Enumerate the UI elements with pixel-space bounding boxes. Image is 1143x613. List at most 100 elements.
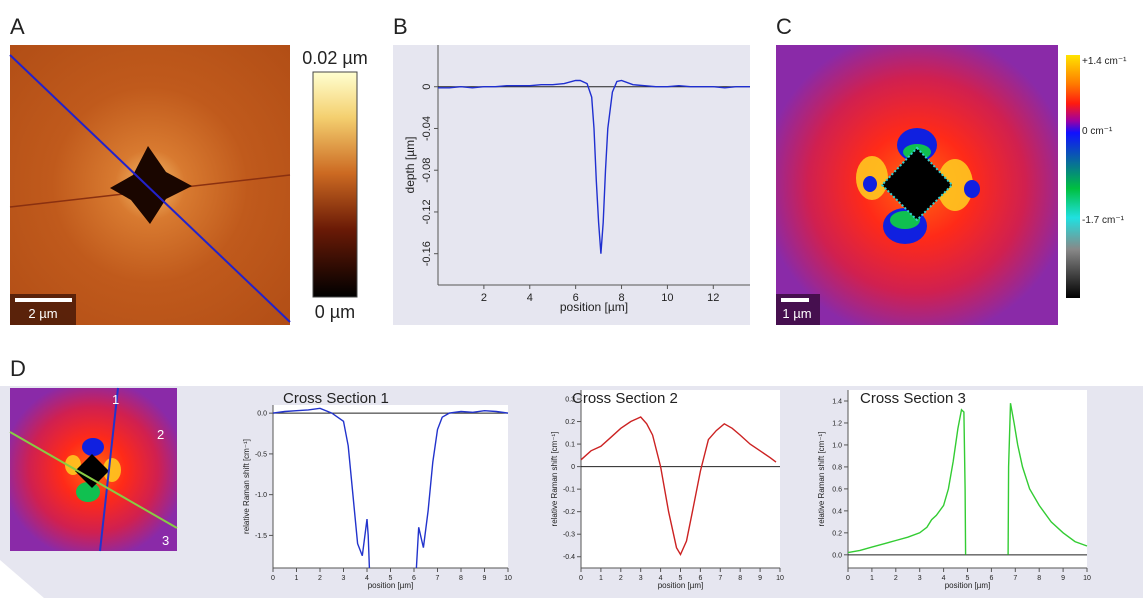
x-tick-label: 2 [481, 292, 487, 304]
x-tick-label: 8 [618, 292, 624, 304]
y-tick-label: 0 [421, 84, 433, 90]
panel-label: D [10, 356, 26, 381]
x-tick-label: 1 [295, 575, 299, 582]
scale-label: 2 µm [28, 306, 57, 321]
y-axis-label: relative Raman shift [cm⁻¹] [817, 432, 826, 527]
x-axis-label: position [µm] [560, 300, 628, 314]
colorbar-label: -1.7 cm⁻¹ [1082, 215, 1125, 226]
indent [110, 146, 192, 224]
plot-area [581, 390, 780, 568]
x-tick-label: 6 [989, 575, 993, 582]
colorbar-label: +1.4 cm⁻¹ [1082, 56, 1127, 67]
scale-label: 1 µm [782, 306, 811, 321]
y-axis-label: relative Raman shift [cm⁻¹] [550, 432, 559, 527]
x-tick-label: 3 [918, 575, 922, 582]
panel-b-bg [393, 45, 750, 325]
y-tick-label: 0 [571, 464, 575, 471]
y-tick-label: -0.4 [563, 554, 575, 561]
y-tick-label: -0.5 [255, 451, 267, 458]
y-tick-label: -0.2 [563, 509, 575, 516]
y-tick-label: 1.4 [832, 398, 842, 405]
x-tick-label: 10 [504, 575, 512, 582]
x-tick-label: 3 [639, 575, 643, 582]
map-feature [863, 176, 877, 192]
data-line [580, 416, 777, 557]
y-tick-label: 1.0 [832, 442, 842, 449]
chart-title: Cross Section 3 [860, 390, 966, 407]
x-tick-label: 7 [436, 575, 440, 582]
section-line-1 [99, 387, 119, 552]
x-tick-label: 6 [698, 575, 702, 582]
panel-label: B [393, 14, 408, 39]
x-tick-label: 4 [942, 575, 946, 582]
colorbar [312, 71, 358, 298]
indent [75, 454, 109, 488]
x-tick-label: 1 [870, 575, 874, 582]
y-tick-label: -1.5 [255, 533, 267, 540]
x-tick-label: 5 [389, 575, 393, 582]
map-feature [937, 159, 973, 211]
data-line [438, 79, 750, 254]
x-tick-label: 6 [412, 575, 416, 582]
y-tick-label: -0.3 [563, 532, 575, 539]
y-tick-label: 0.1 [565, 442, 575, 449]
y-tick-label: -0.1 [563, 487, 575, 494]
chart-title: Cross Section 2 [572, 390, 678, 407]
map-feature [76, 482, 100, 502]
y-tick-label: -1.0 [255, 492, 267, 499]
colorbar-max: 0.02 µm [302, 48, 367, 68]
x-tick-label: 0 [579, 575, 583, 582]
x-tick-label: 8 [1037, 575, 1041, 582]
y-tick-label: -0.16 [421, 241, 433, 266]
colorbar-min: 0 µm [315, 302, 355, 322]
x-tick-label: 8 [459, 575, 463, 582]
section-label: 3 [162, 533, 169, 548]
map-feature [82, 438, 104, 456]
x-tick-label: 7 [718, 575, 722, 582]
y-tick-label: -0.04 [421, 116, 433, 141]
y-axis-label: depth [µm] [403, 137, 417, 194]
y-tick-label: 0.0 [832, 552, 842, 559]
x-tick-label: 4 [659, 575, 663, 582]
y-tick-label: 1.2 [832, 420, 842, 427]
x-tick-label: 7 [1013, 575, 1017, 582]
plot-area [273, 405, 508, 568]
x-tick-label: 6 [573, 292, 579, 304]
chart-title: Cross Section 1 [283, 390, 389, 407]
panel-c: 1 µm +1.4 cm⁻¹ 0 cm⁻¹ -1.7 cm⁻¹ [776, 45, 1127, 325]
x-tick-label: 4 [527, 292, 533, 304]
x-tick-label: 2 [619, 575, 623, 582]
colorbar [1066, 55, 1080, 298]
map-feature [964, 180, 980, 198]
data-line [847, 403, 1088, 555]
x-tick-label: 10 [776, 575, 784, 582]
panel-label: C [776, 14, 792, 39]
x-tick-label: 9 [483, 575, 487, 582]
y-tick-label: 0.0 [257, 411, 267, 418]
x-axis-label: position [µm] [945, 581, 991, 590]
y-tick-label: 0.3 [565, 397, 575, 404]
data-line [272, 407, 509, 569]
section-line-3 [9, 431, 178, 529]
x-tick-label: 10 [661, 292, 673, 304]
x-tick-label: 10 [1083, 575, 1091, 582]
x-tick-label: 2 [894, 575, 898, 582]
x-tick-label: 0 [846, 575, 850, 582]
section-label: 1 [112, 392, 119, 407]
x-tick-label: 9 [1061, 575, 1065, 582]
x-tick-label: 0 [271, 575, 275, 582]
x-tick-label: 12 [707, 292, 719, 304]
profile-line [9, 54, 291, 323]
x-tick-label: 2 [318, 575, 322, 582]
y-axis-label: relative Raman shift [cm⁻¹] [242, 439, 251, 534]
indent [880, 146, 954, 222]
y-tick-label: -0.08 [421, 158, 433, 183]
colorbar-label: 0 cm⁻¹ [1082, 126, 1113, 137]
x-tick-label: 5 [679, 575, 683, 582]
section-label: 2 [157, 427, 164, 442]
y-tick-label: 0.8 [832, 464, 842, 471]
y-tick-label: 0.6 [832, 486, 842, 493]
panel-a: 2 µm 0.02 µm 0 µm [9, 45, 368, 325]
x-tick-label: 3 [342, 575, 346, 582]
